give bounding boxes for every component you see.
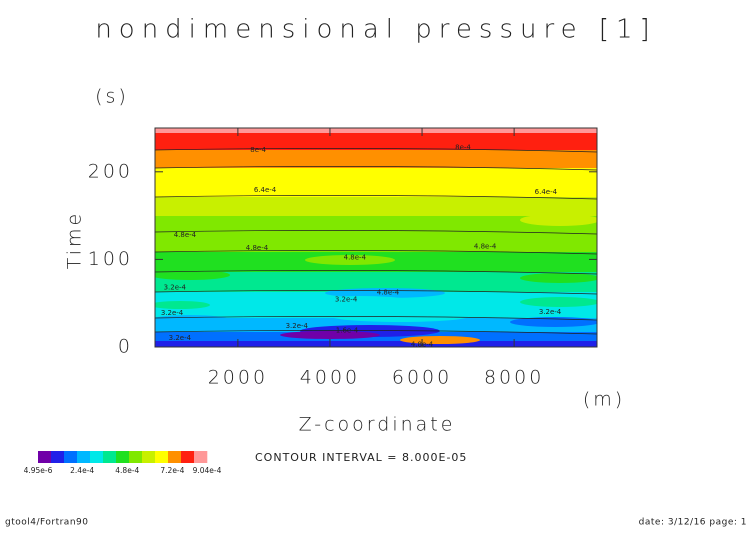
colorbar-label: 7.2e-4 <box>160 466 184 475</box>
footer-right: date: 3/12/16 page: 1 <box>639 518 747 528</box>
contour-blob <box>520 273 597 283</box>
colorbar-swatch <box>51 451 65 463</box>
colorbar-swatch <box>129 451 143 463</box>
colorbar-label: 9.04e-4 <box>193 466 222 475</box>
x-tick-label: 2000 <box>208 367 268 389</box>
colorbar-swatch <box>90 451 104 463</box>
colorbar-swatch <box>38 451 52 463</box>
x-unit: (m) <box>583 389 625 411</box>
colorbar-swatch <box>155 451 169 463</box>
contour-blob <box>520 297 597 307</box>
contour-line <box>155 290 597 295</box>
contour-field <box>155 128 597 347</box>
contour-label: 3.2e-4 <box>169 334 192 342</box>
colorbar-swatch <box>77 451 91 463</box>
y-unit: (s) <box>95 86 129 108</box>
colorbar-swatch <box>194 451 208 463</box>
contour-label: 3.2e-4 <box>539 308 562 316</box>
colorbar-swatch <box>181 451 195 463</box>
contour-label: 8e-4 <box>250 146 266 154</box>
contour-label: 8e-4 <box>455 143 471 151</box>
contour-line <box>155 148 597 153</box>
contour-blob <box>330 310 470 322</box>
y-tick-label: 100 <box>88 248 133 270</box>
contour-band <box>155 150 597 168</box>
x-axis-label: Z-coordinate <box>299 414 456 436</box>
colorbar-swatch <box>116 451 130 463</box>
x-tick-label: 4000 <box>300 367 360 389</box>
contour-band <box>155 128 597 133</box>
colorbar-label: 4.8e-4 <box>115 466 139 475</box>
x-tick-label: 6000 <box>392 367 452 389</box>
contour-label: 6.4e-4 <box>254 186 277 194</box>
contour-line <box>155 270 597 275</box>
contour-blob <box>305 255 395 265</box>
contour-label: 4.8e-4 <box>344 254 367 262</box>
chart-title: nondimensional pressure [1] <box>95 15 656 45</box>
contour-line <box>155 195 597 200</box>
contour-line <box>155 250 597 255</box>
contour-label: 3.2e-4 <box>164 283 187 291</box>
contour-line <box>155 316 597 321</box>
contour-line <box>155 166 597 171</box>
y-tick-label: 200 <box>88 160 133 182</box>
footer-left: gtool4/Fortran90 <box>5 518 88 528</box>
contour-blob <box>155 270 230 280</box>
contour-blob <box>305 296 415 308</box>
contour-band <box>155 272 597 292</box>
contour-band <box>155 318 597 332</box>
contour-interval: CONTOUR INTERVAL = 8.000E-05 <box>255 451 467 464</box>
contour-label: 3.2e-4 <box>286 322 309 330</box>
y-axis-label: Time <box>64 211 86 270</box>
colorbar-swatch <box>64 451 78 463</box>
contour-blob <box>210 231 290 241</box>
contour-line <box>155 330 597 335</box>
contour-label: 4.8e-4 <box>246 244 269 252</box>
contour-blob <box>400 336 480 344</box>
colorbar-swatch <box>142 451 156 463</box>
contour-blob <box>520 214 597 226</box>
y-tick-label: 0 <box>118 336 133 358</box>
contour-band <box>155 341 597 347</box>
contour-label: 4.8e-4 <box>474 242 497 250</box>
colorbar-swatch <box>103 451 117 463</box>
contour-band <box>155 168 597 197</box>
contour-label: 4.8e-4 <box>377 289 400 297</box>
contour-label: 6.4e-4 <box>535 188 558 196</box>
contour-line <box>155 230 597 235</box>
contour-label: 1.6e-4 <box>336 326 359 334</box>
contour-label: 4.8e-4 <box>174 231 197 239</box>
contour-blob <box>280 331 380 339</box>
plot-frame <box>154 127 598 348</box>
contour-blob <box>155 301 210 309</box>
colorbar-swatch <box>168 451 182 463</box>
contour-label: 3.2e-4 <box>161 309 184 317</box>
contour-band <box>155 133 597 150</box>
contour-band <box>155 197 597 216</box>
colorbar-label: 2.4e-4 <box>70 466 94 475</box>
colorbar-label: 4.95e-6 <box>24 466 53 475</box>
x-tick-label: 8000 <box>484 367 544 389</box>
contour-label: 3.2e-4 <box>335 296 358 304</box>
